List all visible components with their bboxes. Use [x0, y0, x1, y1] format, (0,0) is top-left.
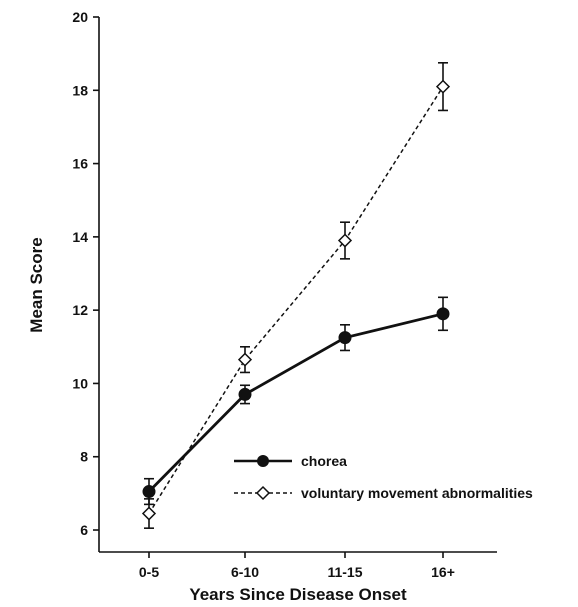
legend-marker — [255, 485, 271, 501]
data-point — [237, 352, 253, 367]
y-tick-label: 10 — [72, 375, 88, 391]
data-point — [338, 331, 352, 345]
y-tick-label: 6 — [80, 522, 88, 538]
x-tick-label: 16+ — [431, 564, 455, 580]
data-point — [238, 387, 252, 401]
x-tick-label: 0-5 — [139, 564, 159, 580]
y-tick-label: 12 — [72, 302, 88, 318]
series-voluntary-movement — [141, 62, 451, 529]
legend: chorea voluntary movement abnormalities — [234, 453, 533, 501]
x-tick-label: 11-15 — [327, 564, 362, 580]
y-ticks: 6 8 10 12 14 16 18 20 — [72, 9, 99, 538]
y-tick-label: 16 — [72, 156, 88, 172]
x-axis-title: Years Since Disease Onset — [189, 585, 407, 604]
y-tick-label: 20 — [72, 9, 88, 25]
data-point — [435, 79, 451, 94]
x-ticks: 0-5 6-10 11-15 16+ — [139, 552, 455, 580]
axes — [98, 17, 497, 553]
series-layer — [141, 62, 451, 529]
series-chorea — [142, 296, 450, 506]
y-axis-title: Mean Score — [27, 237, 46, 332]
legend-marker — [257, 455, 269, 467]
legend-label: chorea — [301, 453, 347, 469]
data-point — [142, 485, 156, 499]
x-tick-label: 6-10 — [231, 564, 259, 580]
series-line — [148, 86, 444, 514]
legend-item: chorea — [234, 453, 347, 469]
y-tick-label: 8 — [80, 449, 88, 465]
y-tick-label: 18 — [72, 82, 88, 98]
legend-item: voluntary movement abnormalities — [234, 485, 533, 501]
data-point — [337, 233, 353, 248]
data-point — [141, 506, 157, 521]
data-point — [436, 307, 450, 321]
series-line — [148, 312, 444, 493]
legend-label: voluntary movement abnormalities — [301, 485, 533, 501]
y-tick-label: 14 — [72, 229, 88, 245]
